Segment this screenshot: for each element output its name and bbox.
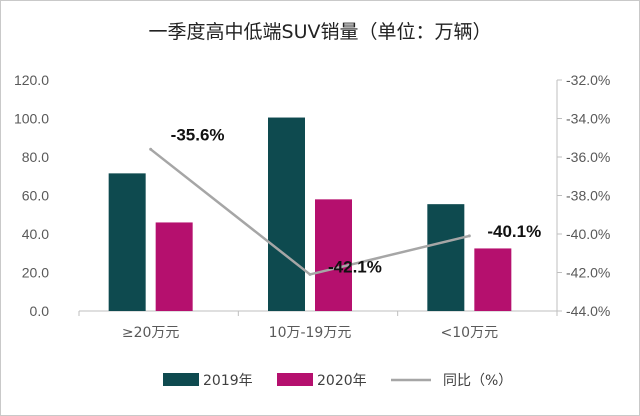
- data-label: -35.6%: [171, 125, 225, 144]
- legend-label: 同比（%）: [443, 373, 512, 389]
- bar: [474, 248, 512, 311]
- right-tick-label: -42.0%: [566, 265, 610, 281]
- left-tick-label: 60.0: [22, 188, 49, 204]
- yoy-point: [149, 147, 153, 151]
- left-tick-label: 100.0: [14, 111, 49, 127]
- category-label: 10万-19万元: [269, 325, 352, 341]
- right-tick-label: -44.0%: [566, 303, 610, 319]
- left-tick-label: 80.0: [22, 149, 49, 165]
- category-label: ≥20万元: [122, 325, 180, 341]
- right-tick-label: -34.0%: [566, 111, 610, 127]
- data-label: -42.1%: [328, 257, 382, 276]
- bar: [315, 199, 352, 311]
- axes: 0.0 20.0 40.0 60.0 80.0 100.0 120.0 -44.0% -42.0…: [14, 72, 610, 341]
- right-tick-label: -40.0%: [566, 226, 610, 242]
- legend-swatch: [277, 373, 313, 386]
- legend-label: 2020年: [317, 373, 367, 389]
- yoy-series-line: [149, 148, 470, 276]
- legend-label: 2019年: [203, 373, 253, 389]
- category-label: <10万元: [441, 325, 499, 341]
- left-tick-label: 20.0: [22, 265, 49, 281]
- legend-swatch: [163, 373, 199, 386]
- yoy-point: [308, 272, 312, 276]
- right-tick-label: -38.0%: [566, 188, 610, 204]
- bar: [155, 222, 193, 311]
- yoy-line: [149, 147, 471, 276]
- data-labels: -35.6% -42.1% -40.1%: [171, 125, 542, 276]
- legend: 2019年 2020年 同比（%）: [163, 373, 512, 389]
- bar: [108, 173, 146, 311]
- left-tick-label: 0.0: [30, 303, 50, 319]
- bar: [268, 117, 305, 311]
- left-tick-label: 120.0: [14, 72, 49, 88]
- left-tick-label: 40.0: [22, 226, 49, 242]
- bars: [108, 117, 512, 311]
- right-tick-label: -36.0%: [566, 149, 610, 165]
- yoy-point: [467, 234, 471, 238]
- data-label: -40.1%: [487, 222, 541, 241]
- right-tick-label: -32.0%: [566, 72, 610, 88]
- chart-title: 一季度高中低端SUV销量（单位：万辆）: [149, 21, 492, 43]
- bar: [427, 204, 465, 311]
